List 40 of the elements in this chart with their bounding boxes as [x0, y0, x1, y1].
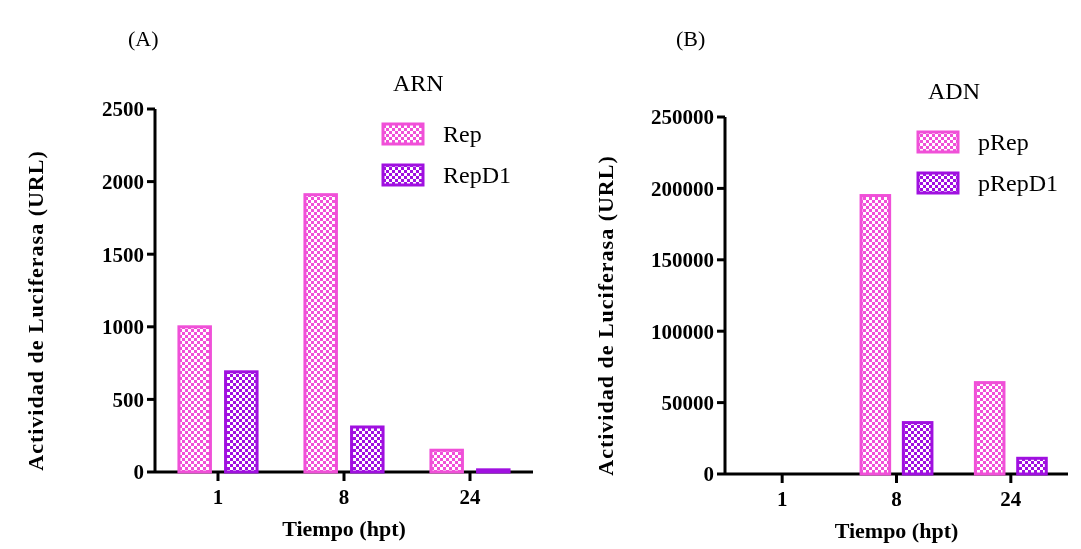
bar	[1016, 456, 1048, 476]
y-tick-label: 2000	[102, 169, 144, 194]
y-axis-title: Actividad de Luciferasa (URL)	[593, 155, 618, 476]
legend-label: pRepD1	[978, 170, 1058, 197]
y-tick-label: 0	[703, 462, 714, 487]
y-tick-label: 250000	[651, 105, 714, 130]
bar	[224, 370, 259, 474]
legend-label: pRep	[978, 129, 1029, 156]
legend-title: ADN	[928, 78, 980, 104]
y-tick-label: 150000	[651, 248, 714, 273]
x-axis-title: Tiempo (hpt)	[282, 516, 406, 541]
legend-label: Rep	[443, 121, 482, 148]
y-tick-label: 100000	[651, 319, 714, 344]
bar	[177, 325, 212, 474]
x-axis-title: Tiempo (hpt)	[834, 518, 959, 543]
legend-label: RepD1	[443, 162, 511, 189]
bar	[476, 468, 511, 474]
bar	[901, 421, 934, 476]
x-tick-label: 1	[776, 487, 788, 511]
bar	[429, 448, 464, 474]
y-tick-label: 500	[112, 387, 144, 412]
legend-title: ARN	[393, 70, 444, 96]
y-tick-label: 1500	[102, 242, 144, 267]
x-tick-label: 8	[338, 485, 350, 509]
y-tick-label: 50000	[661, 390, 714, 415]
y-tick-label: 200000	[651, 176, 714, 201]
x-tick-label: 8	[891, 487, 902, 511]
x-tick-label: 24	[459, 485, 481, 509]
y-axis-title: Actividad de Luciferasa (URL)	[23, 150, 48, 471]
x-tick-label: 24	[1000, 487, 1022, 511]
chart-title: (A)	[128, 26, 159, 51]
chart-title: (B)	[676, 26, 706, 51]
y-tick-label: 0	[133, 460, 144, 485]
y-tick-label: 1000	[102, 315, 144, 340]
x-tick-label: 1	[212, 485, 224, 509]
bar	[859, 194, 892, 476]
y-tick-label: 2500	[102, 97, 144, 122]
bar	[303, 193, 338, 474]
bar	[973, 381, 1006, 476]
bar	[350, 425, 385, 474]
